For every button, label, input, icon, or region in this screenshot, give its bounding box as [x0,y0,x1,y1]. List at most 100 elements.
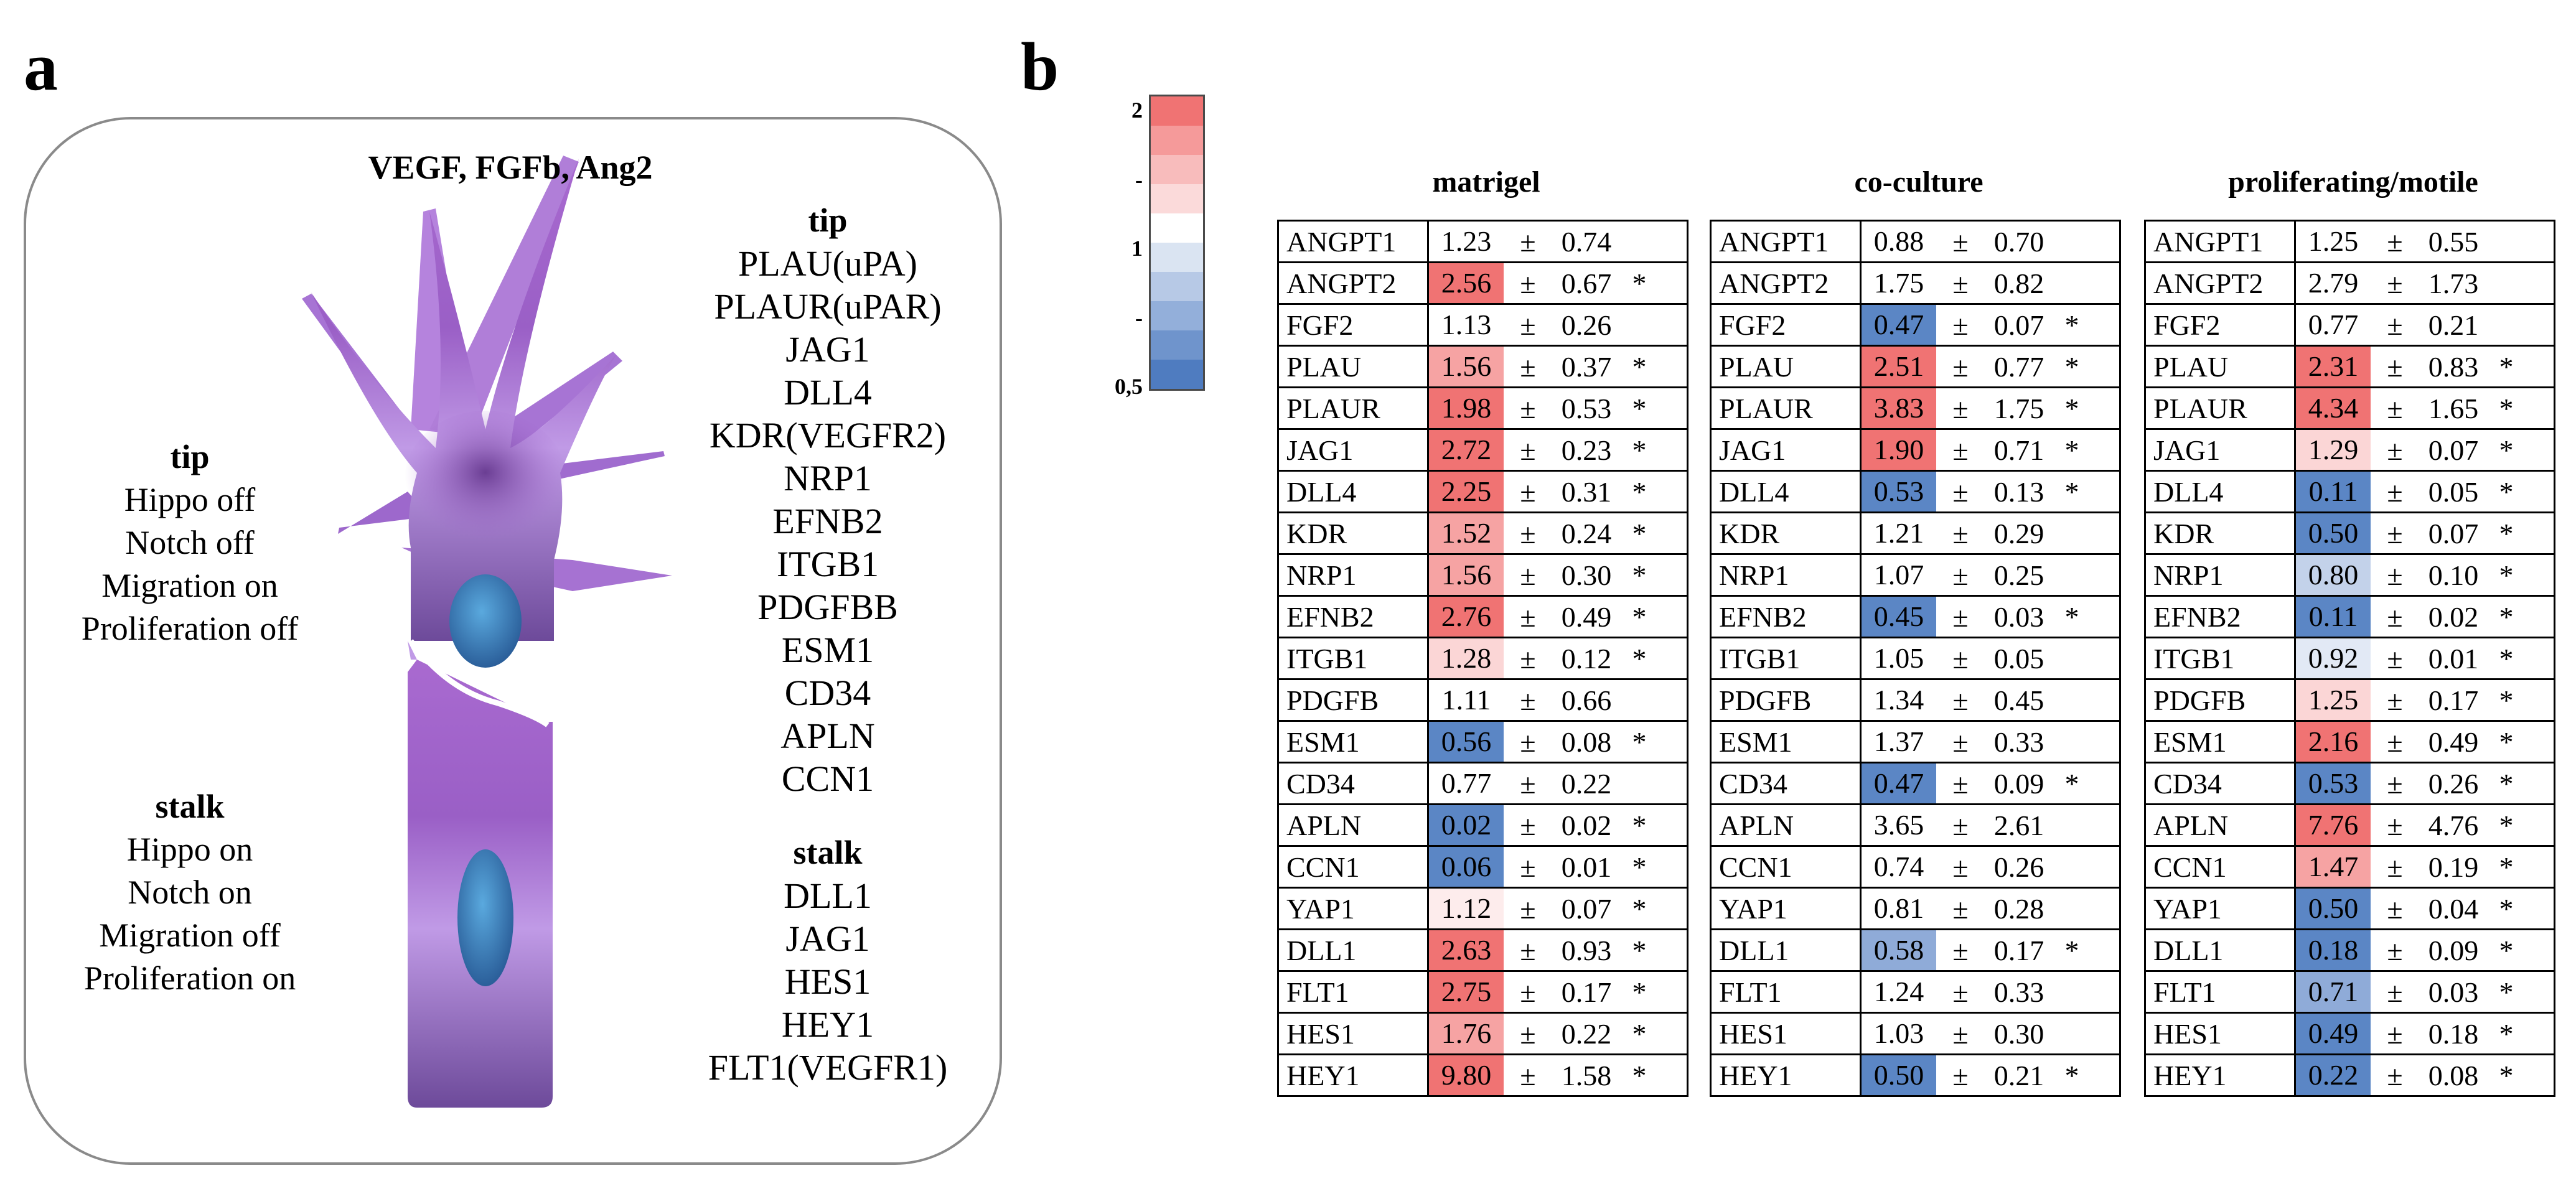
table-row: KDR 1.21 ±0.29 [1710,511,2121,555]
stalk-genes-heading: stalk [793,834,863,871]
legend-label: - [1135,306,1143,330]
tip-state-line: Proliferation off [81,610,299,647]
mean-value: 1.37 [1873,726,1924,757]
gene-cell: ESM1 [2144,720,2296,763]
gene-cell: PLAUR [2144,386,2296,430]
gene-cell: YAP1 [1277,887,1429,930]
sd-value: 0.25 [1993,559,2044,591]
table-row: EFNB2 0.45 ±0.03 * [1710,595,2121,638]
table-row: HEY1 0.22 ±0.08 * [2144,1053,2555,1097]
plus-minus: ± [1520,934,1536,966]
table-row: JAG1 1.90 ±0.71 * [1710,428,2121,472]
plus-minus: ± [1952,392,1969,424]
plus-minus: ± [2387,350,2403,383]
table-row: NRP1 1.56 ±0.30 * [1277,553,1688,597]
plus-minus: ± [1952,934,1969,966]
significance-marker: * [2064,600,2079,633]
value-cell: 1.98 ±0.53 * [1427,386,1688,430]
plus-minus: ± [1520,892,1536,925]
value-cell: 0.45 ±0.03 * [1860,595,2121,638]
mean-value: 2.72 [1429,430,1504,470]
significance-marker: * [1632,892,1647,925]
mean-value: 0.11 [2296,597,2371,637]
sd-value: 0.26 [2428,767,2479,800]
value-cell: 1.23 ±0.74 [1427,220,1688,263]
value-cell: 1.47 ±0.19 * [2294,845,2555,889]
panel-label-a: a [24,29,58,105]
mean-value: 0.50 [1862,1055,1936,1095]
mean-value: 2.25 [1429,472,1504,511]
table-row: FLT1 1.24 ±0.33 [1710,970,2121,1014]
gene-cell: ITGB1 [2144,637,2296,680]
mean-value: 0.50 [2296,513,2371,553]
plus-minus: ± [1952,892,1969,925]
mean-value: 2.76 [1429,597,1504,637]
significance-marker: * [2064,350,2079,383]
table-row: CD34 0.77 ±0.22 [1277,762,1688,805]
mean-value: 2.63 [1429,930,1504,970]
significance-marker: * [2499,642,2514,675]
sd-value: 0.30 [1993,1017,2044,1050]
plus-minus: ± [1520,851,1536,883]
table-row: FLT1 0.71 ±0.03 * [2144,970,2555,1014]
table-title-matrigel: matrigel [1432,166,1540,198]
gene-cell: PDGFB [2144,678,2296,722]
plus-minus: ± [1952,851,1969,883]
sd-value: 0.08 [1561,726,1612,758]
table-row: KDR 1.52 ±0.24 * [1277,511,1688,555]
sd-value: 0.21 [2428,309,2479,341]
mean-value: 1.28 [1429,638,1504,678]
legend-swatch [1151,272,1203,301]
plus-minus: ± [1520,392,1536,424]
sd-value: 0.77 [1993,350,2044,383]
table-row: ANGPT1 1.25 ±0.55 [2144,220,2555,263]
value-cell: 2.16 ±0.49 * [2294,720,2555,763]
value-cell: 0.80 ±0.10 * [2294,553,2555,597]
gene-cell: PDGFB [1277,678,1429,722]
tip-state-line: Hippo off [124,481,256,518]
plus-minus: ± [2387,809,2403,841]
value-cell: 2.79 ±1.73 [2294,261,2555,305]
value-cell: 1.76 ±0.22 * [1427,1012,1688,1055]
sd-value: 0.01 [2428,642,2479,675]
value-cell: 0.47 ±0.07 * [1860,303,2121,347]
mean-value: 0.18 [2296,930,2371,970]
table-row: DLL4 2.25 ±0.31 * [1277,470,1688,513]
value-cell: 0.49 ±0.18 * [2294,1012,2555,1055]
table-row: YAP1 1.12 ±0.07 * [1277,887,1688,930]
cell-diagram [24,117,1002,1165]
value-cell: 0.81 ±0.28 [1860,887,2121,930]
value-cell: 1.56 ±0.30 * [1427,553,1688,597]
value-cell: 1.24 ±0.33 [1860,970,2121,1014]
tip-state-list: tip Hippo off Notch off Migration on Pro… [68,436,311,650]
mean-value: 1.34 [1873,684,1924,716]
value-cell: 0.58 ±0.17 * [1860,928,2121,972]
stalk-state-heading: stalk [155,788,225,825]
plus-minus: ± [1520,225,1536,258]
gene-cell: NRP1 [1710,553,1862,597]
gene-cell: JAG1 [1277,428,1429,472]
sd-value: 1.73 [2428,267,2479,299]
significance-marker: * [1632,851,1647,883]
mean-value: 2.79 [2308,267,2359,299]
table-row: APLN 0.02 ±0.02 * [1277,803,1688,847]
mean-value: 1.12 [1429,889,1504,928]
mean-value: 0.56 [1429,722,1504,762]
plus-minus: ± [1952,225,1969,258]
mean-value: 2.51 [1862,347,1936,386]
value-cell: 1.03 ±0.30 [1860,1012,2121,1055]
sd-value: 4.76 [2428,809,2479,841]
sd-value: 0.31 [1561,475,1612,508]
gene-cell: EFNB2 [1710,595,1862,638]
sd-value: 0.45 [1993,684,2044,716]
significance-marker: * [2499,600,2514,633]
plus-minus: ± [2387,726,2403,758]
legend-swatch [1151,243,1203,272]
stalk-nucleus [457,849,513,986]
plus-minus: ± [1520,475,1536,508]
sd-value: 0.10 [2428,559,2479,591]
table-row: PLAU 1.56 ±0.37 * [1277,345,1688,388]
tip-gene: CCN1 [781,759,874,799]
plus-minus: ± [1952,1017,1969,1050]
table-row: FGF2 0.47 ±0.07 * [1710,303,2121,347]
